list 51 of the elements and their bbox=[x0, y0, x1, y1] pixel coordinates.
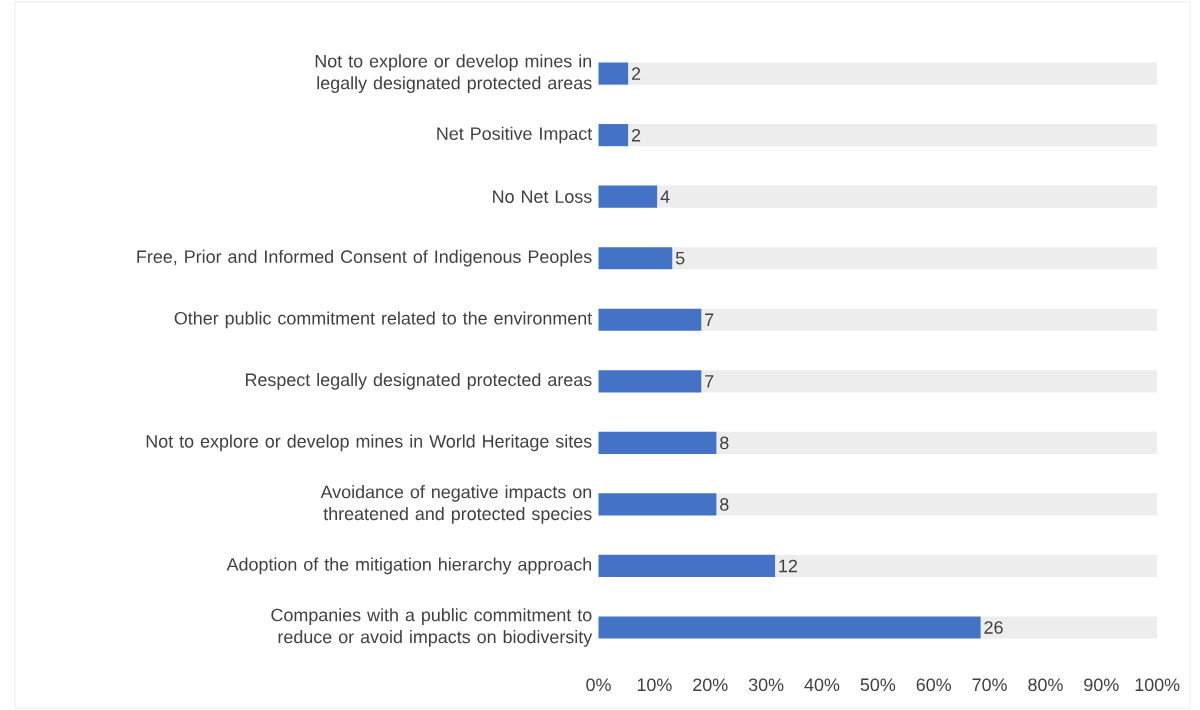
bar bbox=[598, 554, 776, 577]
bar bbox=[598, 493, 717, 516]
bar bbox=[598, 62, 629, 85]
x-tick-label: 100% bbox=[1135, 678, 1180, 692]
bar bbox=[598, 124, 629, 147]
x-tick-label: 70% bbox=[972, 678, 1007, 692]
annotation: 8 bbox=[720, 498, 729, 511]
annotation: 4 bbox=[660, 190, 670, 203]
x-tick-label: 0% bbox=[586, 678, 611, 692]
bar bbox=[775, 554, 1158, 577]
y-tick-label: No Net Loss bbox=[493, 190, 592, 203]
x-tick-label: 50% bbox=[860, 678, 896, 692]
annotation: 8 bbox=[720, 436, 729, 450]
annotation: 7 bbox=[705, 313, 714, 326]
x-tick-label: 20% bbox=[693, 678, 728, 692]
y-tick-label: Companies with a public commitment to reduce or avoid impacts on biodiversity bbox=[271, 608, 593, 647]
x-tick-label: 60% bbox=[916, 678, 952, 692]
y-tick-label: Not to explore or develop mines in World Heritage sites bbox=[146, 434, 592, 452]
x-tick-label: 30% bbox=[748, 678, 784, 692]
bar bbox=[657, 185, 1158, 208]
annotation: 7 bbox=[705, 375, 714, 388]
annotation: 26 bbox=[984, 621, 1003, 634]
bar bbox=[628, 62, 1158, 85]
y-tick-label: Net Positive Impact bbox=[437, 126, 593, 144]
bar bbox=[716, 493, 1158, 516]
x-tick-label: 90% bbox=[1084, 678, 1119, 692]
bar bbox=[598, 247, 673, 270]
annotation: 2 bbox=[631, 67, 641, 80]
y-tick-label: Adoption of the mitigation hierarchy approach bbox=[226, 557, 592, 575]
bar bbox=[598, 370, 702, 393]
x-tick-label: 10% bbox=[637, 678, 672, 692]
y-tick-label: Respect legally designated protected areas bbox=[245, 372, 592, 390]
bar bbox=[716, 431, 1158, 454]
y-tick-label: Avoidance of negative impacts on threatened and protected species bbox=[320, 485, 592, 524]
annotation: 5 bbox=[675, 251, 685, 265]
bar bbox=[598, 431, 717, 454]
annotation: 12 bbox=[779, 559, 798, 573]
annotation: 2 bbox=[631, 128, 641, 142]
bar bbox=[598, 616, 981, 639]
y-tick-label: Not to explore or develop mines in legally designated protected areas bbox=[315, 54, 592, 93]
bar bbox=[701, 370, 1158, 393]
bar bbox=[628, 124, 1158, 147]
bar bbox=[598, 308, 702, 331]
bar bbox=[672, 247, 1158, 270]
y-tick-label: Other public commitment related to the environment bbox=[174, 311, 593, 329]
bar bbox=[598, 185, 658, 208]
bar bbox=[980, 616, 1158, 639]
x-tick-label: 40% bbox=[804, 678, 840, 692]
x-tick-label: 80% bbox=[1028, 678, 1063, 692]
y-tick-label: Free, Prior and Informed Consent of Indigenous Peoples bbox=[137, 249, 592, 267]
bar bbox=[701, 308, 1158, 331]
